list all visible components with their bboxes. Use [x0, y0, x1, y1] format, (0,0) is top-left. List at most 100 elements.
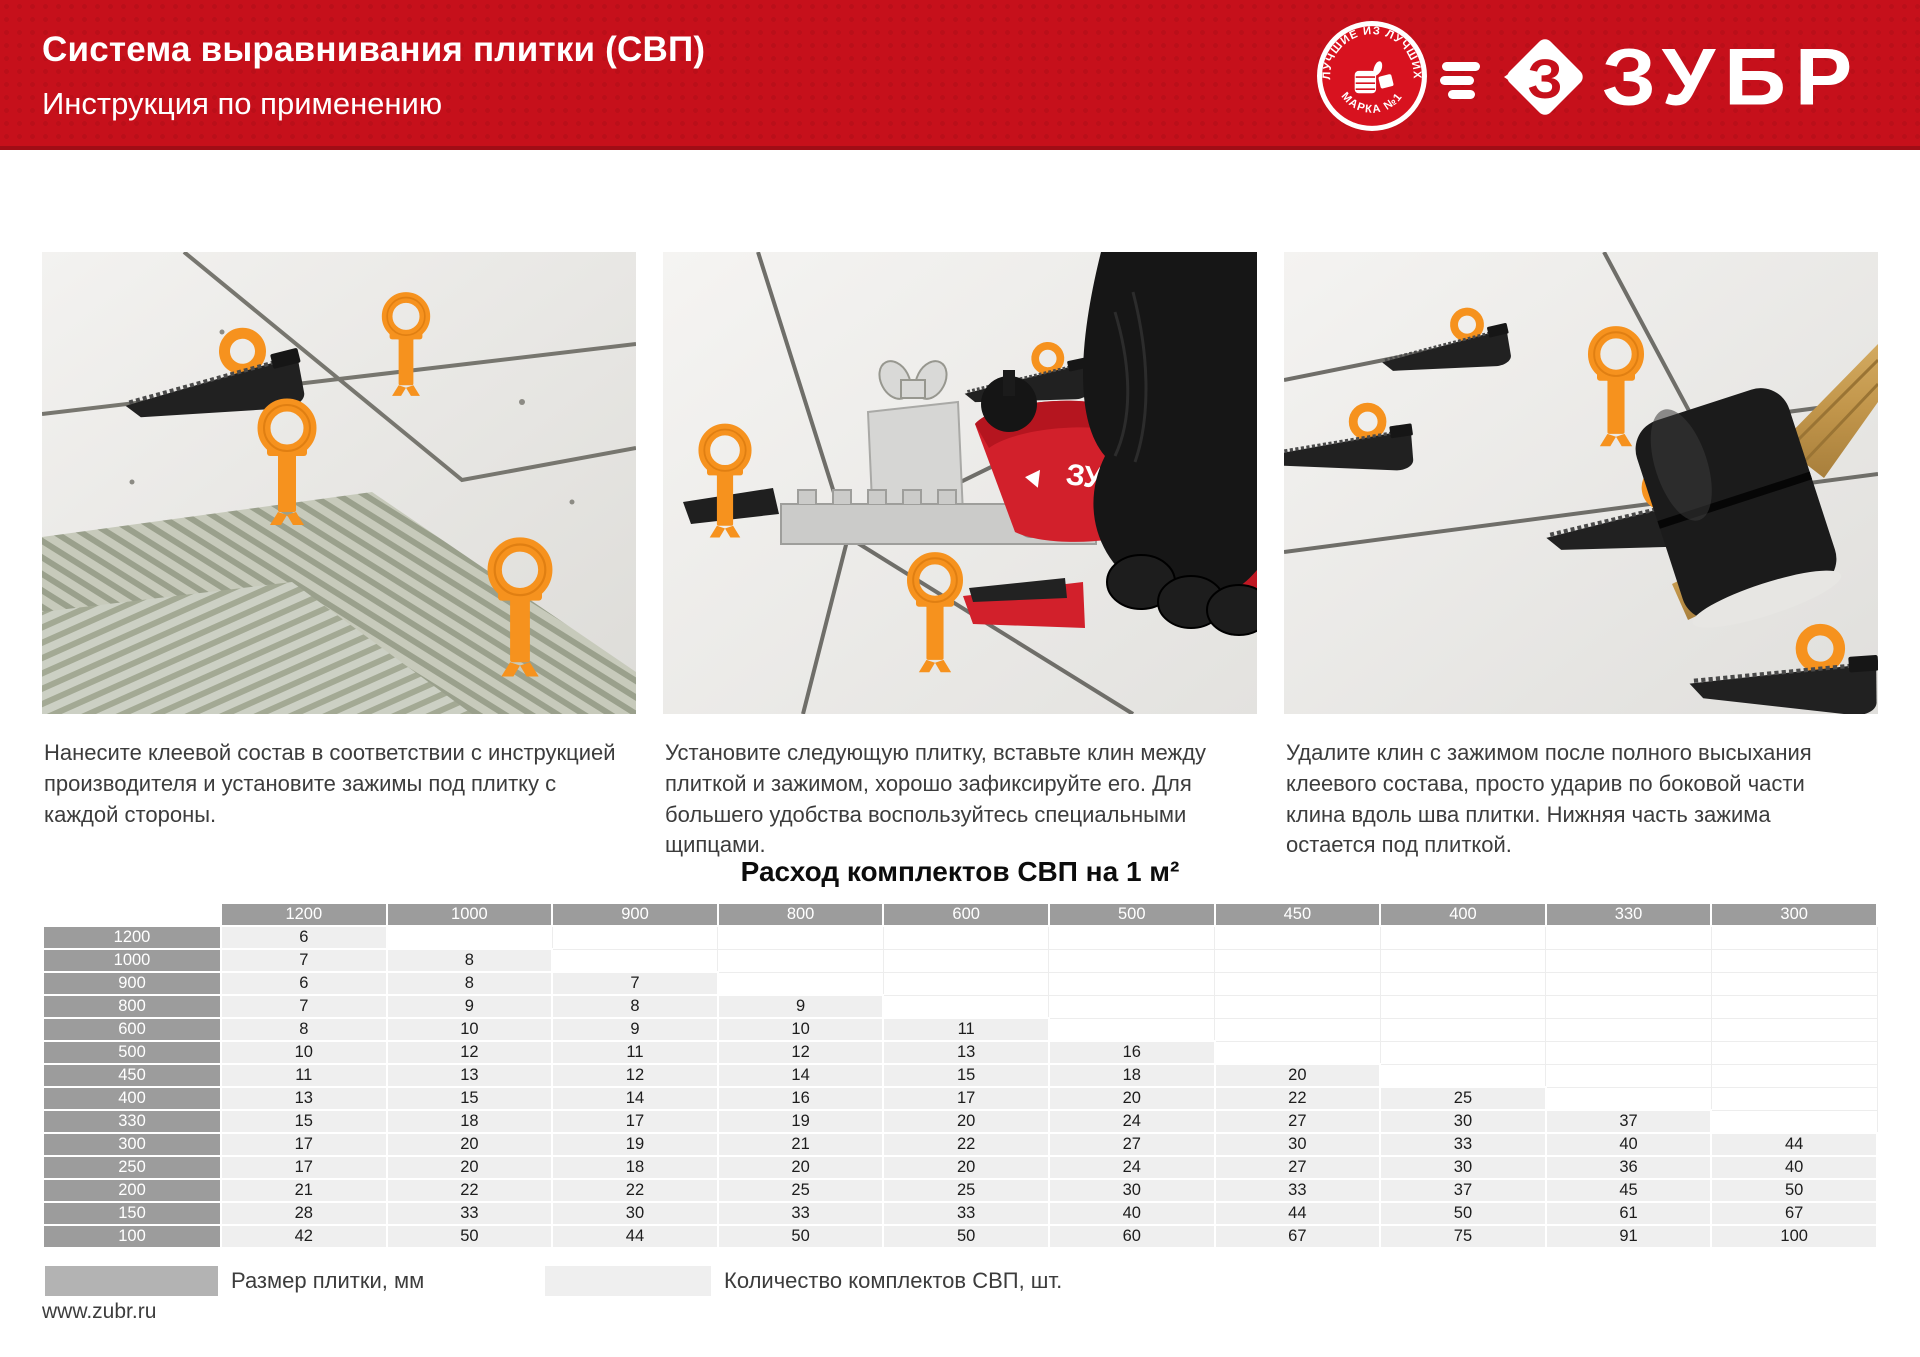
- table-cell: [1214, 948, 1381, 973]
- step-2-photo-pliers-tool: ЗУБР: [663, 252, 1257, 714]
- table-row-label: 330: [42, 1109, 222, 1134]
- brand-name: ЗУБР: [1602, 31, 1862, 123]
- page-subtitle: Инструкция по применению: [42, 86, 443, 121]
- table-cell: 17: [220, 1155, 388, 1180]
- table-cell: 37: [1379, 1178, 1547, 1203]
- step-3-photo-mallet: [1284, 252, 1878, 714]
- table-cell: 17: [220, 1132, 388, 1157]
- table-cell: 24: [1047, 1155, 1216, 1180]
- table-cell: 11: [220, 1063, 388, 1088]
- table-cell: 13: [385, 1063, 554, 1088]
- table-row-label: 150: [42, 1201, 222, 1226]
- table-cell: 33: [385, 1201, 554, 1226]
- kit-quantity-legend-label: Количество комплектов СВП, шт.: [724, 1268, 1063, 1293]
- bison-diamond-icon: З: [1440, 39, 1583, 115]
- table-cell: 18: [1047, 1063, 1216, 1088]
- table-cell: 12: [551, 1063, 719, 1088]
- table-row-label: 600: [42, 1017, 222, 1042]
- table-row-label: 800: [42, 994, 222, 1019]
- tile-size-legend-label: Размер плитки, мм: [231, 1268, 425, 1293]
- table-cell: 25: [716, 1178, 885, 1203]
- table-cell: 21: [220, 1178, 388, 1203]
- table-cell: [882, 948, 1050, 973]
- table-cell: 15: [882, 1063, 1050, 1088]
- table-cell: [1545, 1040, 1712, 1065]
- table-cell: 100: [1710, 1224, 1878, 1249]
- table-cell: [717, 971, 884, 996]
- table-cell: 17: [551, 1109, 719, 1134]
- table-row-label: 300: [42, 1132, 222, 1157]
- table-row-label: 250: [42, 1155, 222, 1180]
- table-cell: [882, 971, 1050, 996]
- table-cell: 36: [1544, 1155, 1713, 1180]
- table-cell: [1710, 1086, 1878, 1111]
- table-cell: [1048, 948, 1216, 973]
- table-cell: [1710, 1040, 1878, 1065]
- table-col-header: 450: [1213, 902, 1382, 927]
- table-cell: 10: [385, 1017, 554, 1042]
- table-cell: 33: [882, 1201, 1050, 1226]
- table-cell: 27: [1047, 1132, 1216, 1157]
- table-cell: 11: [882, 1017, 1050, 1042]
- table-cell: 20: [385, 1132, 554, 1157]
- table-cell: [1379, 1040, 1547, 1065]
- table-cell: [1048, 971, 1216, 996]
- table-cell: [551, 925, 719, 950]
- table-cell: 8: [385, 971, 554, 996]
- table-cell: 15: [385, 1086, 554, 1111]
- table-cell: 50: [385, 1224, 554, 1249]
- table-cell: [1048, 994, 1216, 1019]
- tile-size-swatch: [45, 1266, 218, 1296]
- table-cell: 30: [1379, 1155, 1547, 1180]
- table-cell: 42: [220, 1224, 388, 1249]
- table-cell: [882, 925, 1050, 950]
- table-title: Расход комплектов СВП на 1 м²: [740, 856, 1180, 887]
- table-cell: 91: [1544, 1224, 1713, 1249]
- table-cell: 16: [1047, 1040, 1216, 1065]
- table-cell: 17: [882, 1086, 1050, 1111]
- table-cell: 22: [385, 1178, 554, 1203]
- table-cell: 30: [551, 1201, 719, 1226]
- table-cell: 33: [716, 1201, 885, 1226]
- table-cell: 9: [385, 994, 554, 1019]
- table-corner-cell: [43, 903, 221, 926]
- masthead: Система выравнивания плитки (СВП) Инстру…: [0, 0, 1920, 150]
- table-col-header: 330: [1544, 902, 1713, 927]
- table-cell: 11: [551, 1040, 719, 1065]
- table-cell: 30: [1213, 1132, 1382, 1157]
- step-1: Нанесите клеевой состав в соответствии с…: [42, 252, 636, 830]
- consumption-table-header-row: 1200 1000 900 800 600 500 450 400 330 300: [43, 902, 1878, 927]
- table-cell: 18: [385, 1109, 554, 1134]
- consumption-table: 1200 1000 900 800 600 500 450 400 330 300 1200 6 10…: [42, 902, 1878, 1249]
- table-cell: 30: [1379, 1109, 1547, 1134]
- table-cell: 40: [1544, 1132, 1713, 1157]
- table-cell: [882, 994, 1050, 1019]
- table-row: 250 17 20 18 20 20 24 27 30 36 40: [42, 1155, 1878, 1180]
- table-cell: [1545, 994, 1712, 1019]
- table-cell: 18: [551, 1155, 719, 1180]
- table-cell: [1214, 1017, 1381, 1042]
- table-cell: 40: [1710, 1155, 1878, 1180]
- table-cell: 24: [1047, 1109, 1216, 1134]
- table-row: 100 42 50 44 50 50 60 67 75 91 100: [42, 1224, 1878, 1249]
- table-row-label: 200: [42, 1178, 222, 1203]
- table-cell: [551, 948, 719, 973]
- best-of-best-badge: ЛУЧШИЕ ИЗ ЛУЧШИХ МАРКА №1: [1317, 21, 1427, 131]
- table-row-label: 500: [42, 1040, 222, 1065]
- website-link[interactable]: www.zubr.ru: [42, 1300, 157, 1323]
- table-cell: 50: [716, 1224, 885, 1249]
- table-cell: 7: [551, 971, 719, 996]
- step-1-caption: Нанесите клеевой состав в соответствии с…: [44, 740, 616, 827]
- table-cell: [386, 925, 553, 950]
- table-row: 900 6 8 7: [42, 971, 1878, 996]
- table-cell: [1710, 1017, 1878, 1042]
- step-3-caption: Удалите клин с зажимом после полного выс…: [1286, 740, 1812, 858]
- svg-text:З: З: [1527, 47, 1562, 110]
- table-cell: 20: [716, 1155, 885, 1180]
- table-cell: 22: [1213, 1086, 1382, 1111]
- table-cell: 19: [551, 1132, 719, 1157]
- table-cell: 13: [220, 1086, 388, 1111]
- table-row-label: 1200: [42, 925, 222, 950]
- table-cell: 40: [1047, 1201, 1216, 1226]
- table-col-header: 600: [882, 902, 1050, 927]
